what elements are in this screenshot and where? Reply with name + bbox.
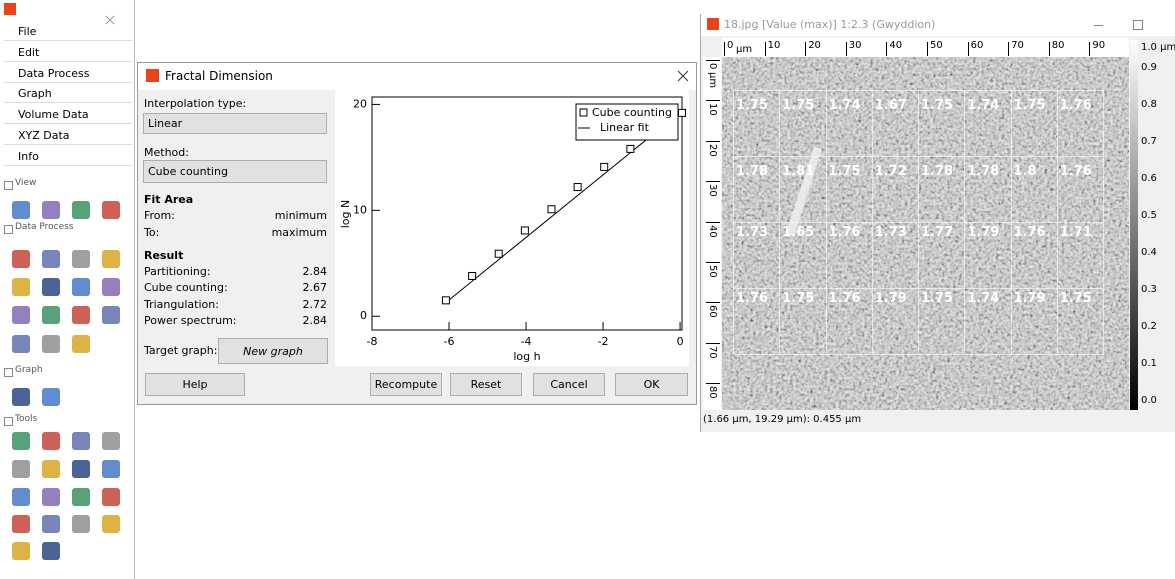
- x-tick-label: -2: [598, 335, 609, 348]
- x-tick-label: -8: [367, 335, 378, 348]
- legend-label: Linear fit: [600, 121, 650, 134]
- point: [601, 163, 608, 170]
- point: [679, 109, 686, 116]
- graph: -8 -6 -4 -2 0 0 10 20 log h log N Cube counting Lin…: [0, 0, 1175, 579]
- x-tick-label: -6: [444, 335, 455, 348]
- legend-marker: [580, 109, 587, 116]
- y-tick-label: 20: [353, 97, 367, 110]
- point: [442, 297, 449, 304]
- x-axis-label: log h: [513, 350, 540, 363]
- y-tick-label: 0: [360, 309, 367, 322]
- point: [574, 184, 581, 191]
- point: [627, 145, 634, 152]
- point: [548, 206, 555, 213]
- point: [469, 272, 476, 279]
- point: [495, 250, 502, 257]
- y-axis-label: log N: [339, 200, 352, 229]
- legend-label: Cube counting: [592, 106, 672, 119]
- y-tick-label: 10: [353, 203, 367, 216]
- screen: {"toolbox":{"menu":["File","Edit","Data …: [0, 0, 1175, 579]
- point: [521, 227, 528, 234]
- x-tick-label: 0: [677, 335, 684, 348]
- x-tick-label: -4: [521, 335, 532, 348]
